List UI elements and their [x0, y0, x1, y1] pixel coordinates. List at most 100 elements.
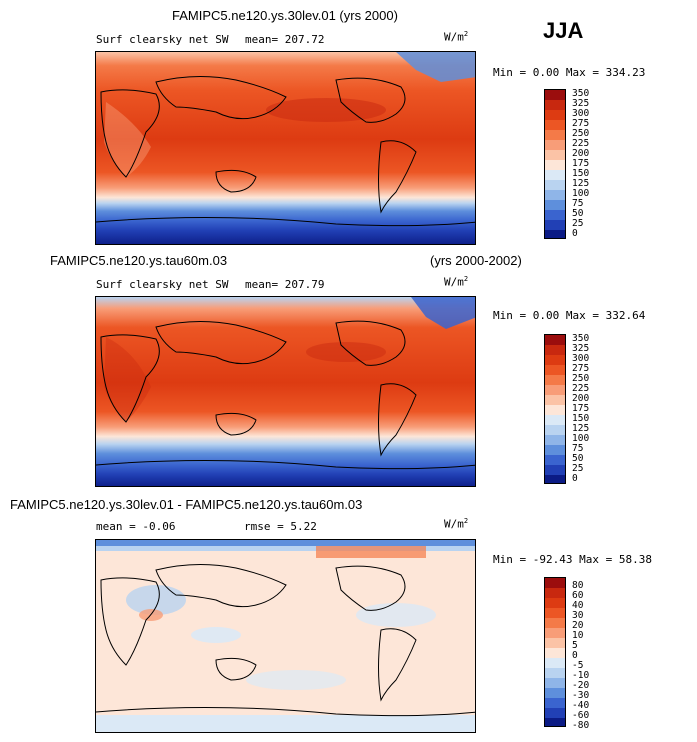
colorbar-swatch [545, 355, 565, 365]
panel-1-units: W/m2 [444, 30, 469, 44]
colorbar-swatch [545, 405, 565, 415]
colorbar-swatch [545, 678, 565, 688]
colorbar-swatch [545, 365, 565, 375]
colorbar-swatch [545, 180, 565, 190]
panel-2-run-label: FAMIPC5.ne120.ys.tau60m.03 [50, 253, 228, 268]
colorbar-tick-label: 30 [572, 610, 584, 621]
panel-1-title: FAMIPC5.ne120.ys.30lev.01 (yrs 2000) [172, 8, 398, 23]
colorbar-tick-label: 80 [572, 580, 584, 591]
colorbar-swatch [545, 668, 565, 678]
panel-1-colorbar [544, 89, 566, 239]
panel-1-mean: mean= 207.72 [245, 33, 325, 46]
panel-3-title: FAMIPC5.ne120.ys.30lev.01 - FAMIPC5.ne12… [10, 497, 363, 512]
colorbar-tick-label: 325 [572, 98, 590, 109]
colorbar-swatch [545, 385, 565, 395]
panel-3-coastlines [96, 563, 475, 717]
colorbar-tick-label: -40 [572, 700, 590, 711]
colorbar-swatch [545, 425, 565, 435]
colorbar-swatch [545, 150, 565, 160]
panel-3-mean: mean = -0.06 [96, 520, 176, 533]
colorbar-tick-label: 175 [572, 158, 590, 169]
season-label: JJA [543, 18, 584, 43]
colorbar-tick-label: 10 [572, 630, 584, 641]
colorbar-tick-label: -30 [572, 690, 590, 701]
colorbar-tick-label: 350 [572, 88, 590, 99]
colorbar-swatch [545, 335, 565, 345]
colorbar-swatch [545, 375, 565, 385]
colorbar-swatch [545, 628, 565, 638]
colorbar-swatch [545, 435, 565, 445]
panel-1-minmax: Min = 0.00 Max = 334.23 [493, 66, 646, 79]
colorbar-swatch [545, 130, 565, 140]
colorbar-tick-label: 20 [572, 620, 584, 631]
colorbar-tick-label: 40 [572, 600, 584, 611]
colorbar-swatch [545, 598, 565, 608]
colorbar-tick-label: -5 [572, 660, 584, 671]
colorbar-tick-label: 150 [572, 168, 590, 179]
colorbar-swatch [545, 190, 565, 200]
colorbar-tick-label: 300 [572, 108, 590, 119]
colorbar-swatch [545, 395, 565, 405]
colorbar-tick-label: 275 [572, 363, 590, 374]
colorbar-swatch [545, 658, 565, 668]
colorbar-tick-label: 50 [572, 453, 584, 464]
colorbar-tick-label: 225 [572, 383, 590, 394]
colorbar-swatch [545, 465, 565, 475]
colorbar-tick-label: 0 [572, 473, 578, 484]
colorbar-swatch [545, 688, 565, 698]
colorbar-swatch [545, 608, 565, 618]
colorbar-tick-label: 125 [572, 178, 590, 189]
colorbar-tick-label: -80 [572, 720, 590, 731]
colorbar-tick-label: 75 [572, 443, 584, 454]
colorbar-tick-label: 150 [572, 413, 590, 424]
colorbar-tick-label: 0 [572, 650, 578, 661]
colorbar-tick-label: 200 [572, 148, 590, 159]
colorbar-tick-label: 60 [572, 590, 584, 601]
panel-2-years-label: (yrs 2000-2002) [430, 253, 522, 268]
panel-1-variable: Surf clearsky net SW [96, 33, 229, 46]
panel-3-map [95, 539, 476, 733]
colorbar-swatch [545, 170, 565, 180]
colorbar-swatch [545, 220, 565, 230]
colorbar-tick-label: 50 [572, 208, 584, 219]
colorbar-tick-label: 275 [572, 118, 590, 129]
colorbar-swatch [545, 210, 565, 220]
panel-2-variable: Surf clearsky net SW [96, 278, 229, 291]
panel-2-mean: mean= 207.79 [245, 278, 325, 291]
colorbar-swatch [545, 698, 565, 708]
colorbar-tick-label: 100 [572, 188, 590, 199]
colorbar-tick-label: 300 [572, 353, 590, 364]
panel-3-colorbar [544, 577, 566, 727]
panel-2-minmax: Min = 0.00 Max = 332.64 [493, 309, 646, 322]
colorbar-swatch [545, 648, 565, 658]
colorbar-swatch [545, 455, 565, 465]
colorbar-tick-label: 175 [572, 403, 590, 414]
colorbar-swatch [545, 230, 565, 238]
panel-2-coastlines [100, 320, 417, 457]
panel-3-minmax: Min = -92.43 Max = 58.38 [493, 553, 652, 566]
colorbar-swatch [545, 415, 565, 425]
panel-2-units: W/m2 [444, 275, 469, 289]
panel-2-map [95, 296, 476, 487]
colorbar-swatch [545, 200, 565, 210]
colorbar-swatch [545, 618, 565, 628]
colorbar-swatch [545, 100, 565, 110]
colorbar-tick-label: -20 [572, 680, 590, 691]
colorbar-swatch [545, 160, 565, 170]
panel-2-colorbar [544, 334, 566, 484]
colorbar-tick-label: 5 [572, 640, 578, 651]
colorbar-tick-label: -60 [572, 710, 590, 721]
panel-3-units: W/m2 [444, 517, 469, 531]
colorbar-swatch [545, 718, 565, 726]
colorbar-swatch [545, 120, 565, 130]
colorbar-tick-label: 25 [572, 463, 584, 474]
colorbar-tick-label: 350 [572, 333, 590, 344]
colorbar-swatch [545, 445, 565, 455]
colorbar-swatch [545, 110, 565, 120]
colorbar-swatch [545, 140, 565, 150]
colorbar-tick-label: 250 [572, 373, 590, 384]
colorbar-tick-label: 225 [572, 138, 590, 149]
colorbar-swatch [545, 578, 565, 588]
panel-3-map-field [96, 540, 475, 732]
panel-1-coastlines [100, 75, 417, 214]
